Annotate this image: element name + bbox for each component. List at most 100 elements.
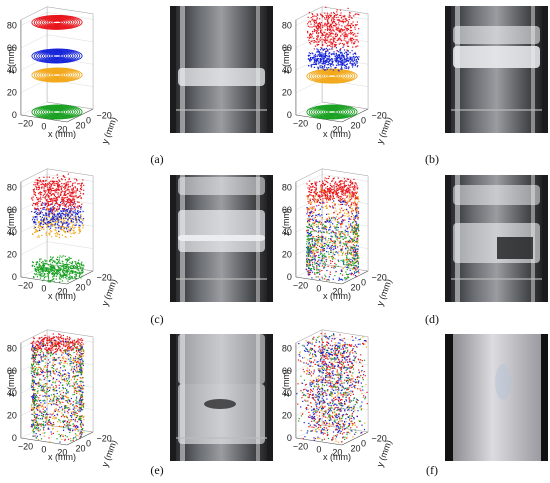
blue-particle (346, 67, 348, 69)
blue-particle (323, 59, 325, 62)
green-particle (46, 270, 48, 273)
red-particle (39, 197, 41, 200)
green-particle (355, 258, 357, 260)
red-particle (70, 193, 72, 195)
red-particle (326, 196, 329, 198)
green-particle (66, 272, 68, 274)
red-particle (53, 359, 56, 361)
figure-panel-a: 0 20 40 60 80 −20 0 20 20 0 −20 z (mm) x (mm) y (mm) … (0, 0, 275, 166)
red-particle (42, 183, 44, 185)
blue-particle (328, 229, 330, 231)
blue-particle (354, 254, 356, 256)
red-particle (315, 184, 317, 186)
red-particle (48, 348, 50, 350)
orange-particle (43, 228, 45, 230)
orange-particle (41, 234, 43, 236)
blue-particle (350, 56, 352, 58)
orange-particle (309, 202, 311, 204)
orange-particle (309, 248, 311, 250)
blue-particle (340, 61, 343, 63)
red-particle (323, 34, 325, 36)
red-particle (314, 30, 316, 32)
orange-particle-layer (47, 72, 67, 78)
red-particle (62, 190, 64, 192)
red-particle (43, 186, 45, 188)
orange-particle (33, 227, 35, 229)
green-particle (57, 266, 59, 269)
orange-particle (309, 254, 311, 256)
red-particle (324, 25, 326, 27)
blue-particle-layer (43, 51, 71, 61)
red-particle (314, 192, 316, 194)
red-particle (321, 185, 323, 187)
red-particle (334, 14, 337, 16)
blue-particle (306, 232, 308, 234)
green-particle-layer (47, 109, 67, 115)
blue-particle (70, 210, 72, 212)
green-particle (306, 243, 308, 245)
red-particle (317, 34, 319, 36)
red-particle (49, 187, 51, 189)
blue-particle (49, 210, 51, 212)
red-particle (45, 395, 47, 397)
orange-particle (312, 207, 315, 209)
orange-particle (307, 198, 309, 200)
blue-particle (317, 264, 319, 266)
red-particle (311, 186, 313, 188)
blue-particle (57, 218, 59, 220)
red-particle (62, 201, 65, 203)
red-particle (52, 181, 54, 184)
red-particle (311, 195, 314, 197)
green-particle (357, 223, 359, 226)
blue-particle (311, 216, 313, 218)
red-particle (52, 422, 55, 424)
orange-particle (346, 228, 348, 230)
blue-particle (34, 218, 36, 221)
blue-particle (38, 213, 40, 215)
red-particle (350, 40, 352, 42)
green-particle (357, 226, 359, 228)
orange-particle (344, 266, 346, 268)
blue-particle (346, 56, 348, 58)
blue-particle (337, 54, 340, 57)
red-particle (332, 27, 334, 29)
red-particle (40, 368, 42, 370)
red-particle (34, 349, 36, 352)
red-particle (353, 231, 356, 233)
red-particle (309, 200, 311, 202)
red-particle-layer (43, 18, 71, 27)
green-particle (64, 264, 66, 266)
red-particle (357, 32, 359, 34)
red-particle (64, 379, 66, 381)
blue-particle (316, 59, 318, 61)
z-tick-label: 20 (7, 88, 17, 98)
blue-particle (347, 53, 349, 55)
blue-particle (310, 64, 312, 66)
green-particle (62, 274, 64, 276)
z-tick-label: 60 (7, 366, 17, 376)
red-particle (44, 344, 46, 346)
red-particle (54, 352, 56, 354)
red-particle (337, 16, 339, 18)
red-particle (63, 191, 65, 193)
blue-particle (339, 59, 341, 61)
orange-particle (353, 236, 355, 238)
blue-particle (353, 64, 355, 66)
green-particle (47, 275, 49, 277)
red-particle (354, 193, 356, 195)
red-particle (354, 189, 356, 191)
blue-particle (58, 221, 60, 223)
red-particle (71, 201, 73, 203)
orange-particle (351, 239, 353, 241)
red-particle (307, 25, 309, 27)
green-particle (39, 274, 41, 276)
blue-particle (308, 216, 310, 218)
green-particle (75, 270, 77, 273)
red-particle (61, 198, 63, 200)
orange-particle (59, 217, 61, 219)
red-particle (317, 27, 320, 29)
blue-particle (39, 229, 41, 231)
blue-particle (356, 57, 358, 59)
red-particle (332, 195, 334, 197)
